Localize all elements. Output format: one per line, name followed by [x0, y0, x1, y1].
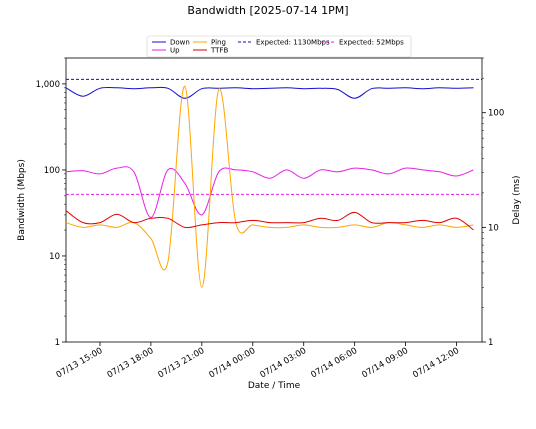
- series-line-ttfb: [66, 210, 474, 231]
- left-tick-label: 100: [44, 166, 60, 176]
- right-tick-label: 1: [488, 338, 493, 348]
- plot-frame: [65, 57, 483, 343]
- series-line-down: [66, 86, 474, 99]
- left-axis-ticks: 1 10 100 1,000: [36, 57, 66, 348]
- x-axis-ticks: 07/13 15:00 07/13 18:00 07/13 21:00 07/14 0…: [55, 342, 461, 380]
- x-tick-label: 07/13 18:00: [106, 346, 156, 381]
- x-tick-label: 07/13 15:00: [55, 346, 105, 381]
- legend-label: Expected: 52Mbps: [339, 39, 404, 47]
- series-line-ping: [66, 85, 474, 288]
- left-tick-label: 1,000: [36, 80, 60, 90]
- x-axis-label: Date / Time: [248, 381, 301, 391]
- x-tick-label: 07/14 03:00: [258, 346, 308, 381]
- legend-label: TTFB: [210, 47, 228, 55]
- reference-lines: [66, 78, 482, 195]
- right-tick-label: 100: [488, 109, 504, 119]
- legend-label: Expected: 1130Mbps: [256, 39, 330, 47]
- x-tick-label: 07/13 21:00: [157, 346, 207, 381]
- left-axis-label: Bandwidth (Mbps): [17, 159, 27, 241]
- legend-label: Up: [170, 47, 180, 55]
- right-axis-label: Delay (ms): [512, 175, 522, 224]
- x-tick-label: 07/14 06:00: [309, 346, 359, 381]
- chart-title: Bandwidth [2025-07-14 1PM]: [187, 4, 348, 17]
- x-tick-label: 07/14 12:00: [411, 346, 461, 381]
- legend-label: Ping: [211, 39, 226, 47]
- left-tick-label: 1: [55, 338, 60, 348]
- legend-label: Down: [170, 39, 190, 47]
- left-tick-label: 10: [49, 252, 60, 262]
- legend-box: [146, 35, 412, 58]
- series-layer: [66, 85, 474, 288]
- right-axis-ticks: 1 10 100: [482, 57, 504, 348]
- x-tick-label: 07/14 09:00: [360, 346, 410, 381]
- series-line-up: [66, 166, 474, 219]
- right-tick-label: 10: [488, 223, 499, 233]
- x-tick-label: 07/14 00:00: [207, 346, 257, 381]
